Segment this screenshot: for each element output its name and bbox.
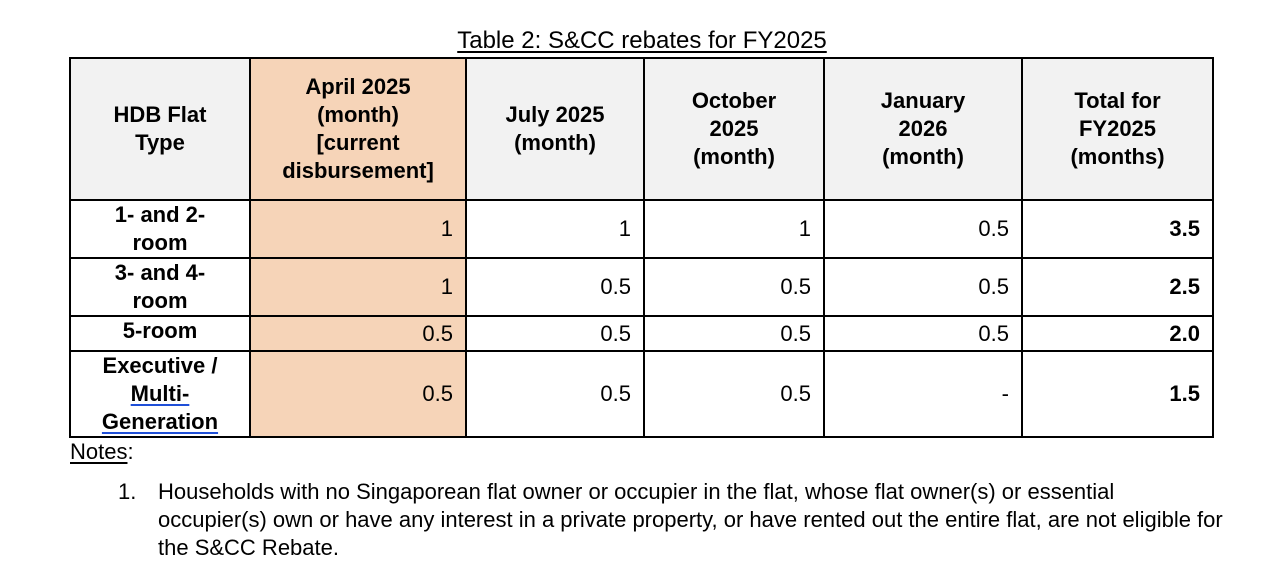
july-cell: 0.5 xyxy=(465,350,645,438)
header-row: HDB Flat Type April 2025 (month) [curren… xyxy=(69,57,1214,201)
note-text: Households with no Singaporean flat owne… xyxy=(158,479,1223,560)
table-row: 1- and 2- room 1 1 1 0.5 3.5 xyxy=(69,199,1214,259)
flat-type-cell: Executive / Multi- Generation xyxy=(69,350,251,438)
header-total-fy2025: Total for FY2025 (months) xyxy=(1021,57,1214,201)
january-cell: 0.5 xyxy=(823,257,1023,317)
rebates-table: HDB Flat Type April 2025 (month) [curren… xyxy=(69,57,1214,438)
january-cell: - xyxy=(823,350,1023,438)
april-cell: 1 xyxy=(249,257,467,317)
table-caption-text: Table 2: S&CC rebates for FY2025 xyxy=(457,27,827,54)
table-row: 5-room 0.5 0.5 0.5 0.5 2.0 xyxy=(69,315,1214,352)
flat-type-cell: 3- and 4- room xyxy=(69,257,251,317)
note-number: 1. xyxy=(118,479,137,504)
total-cell: 1.5 xyxy=(1021,350,1214,438)
january-cell: 0.5 xyxy=(823,315,1023,352)
october-cell: 0.5 xyxy=(643,315,825,352)
july-cell: 1 xyxy=(465,199,645,259)
april-cell: 0.5 xyxy=(249,350,467,438)
total-cell: 3.5 xyxy=(1021,199,1214,259)
header-october-2025: October 2025 (month) xyxy=(643,57,825,201)
header-january-2026: January 2026 (month) xyxy=(823,57,1023,201)
notes-heading: Notes: xyxy=(70,439,134,464)
total-cell: 2.0 xyxy=(1021,315,1214,352)
header-flat-type: HDB Flat Type xyxy=(69,57,251,201)
october-cell: 1 xyxy=(643,199,825,259)
table-caption: Table 2: S&CC rebates for FY2025 xyxy=(0,26,1284,56)
july-cell: 0.5 xyxy=(465,315,645,352)
july-cell: 0.5 xyxy=(465,257,645,317)
april-cell: 0.5 xyxy=(249,315,467,352)
table-row: Executive / Multi- Generation 0.5 0.5 0.… xyxy=(69,350,1214,438)
header-july-2025: July 2025 (month) xyxy=(465,57,645,201)
october-cell: 0.5 xyxy=(643,350,825,438)
multi-gen-link-text: Multi- xyxy=(130,381,190,406)
flat-type-cell: 1- and 2- room xyxy=(69,199,251,259)
header-april-2025: April 2025 (month) [current disbursement… xyxy=(249,57,467,201)
total-cell: 2.5 xyxy=(1021,257,1214,317)
table-row: 3- and 4- room 1 0.5 0.5 0.5 2.5 xyxy=(69,257,1214,317)
flat-type-cell: 5-room xyxy=(69,315,251,352)
january-cell: 0.5 xyxy=(823,199,1023,259)
april-cell: 1 xyxy=(249,199,467,259)
october-cell: 0.5 xyxy=(643,257,825,317)
